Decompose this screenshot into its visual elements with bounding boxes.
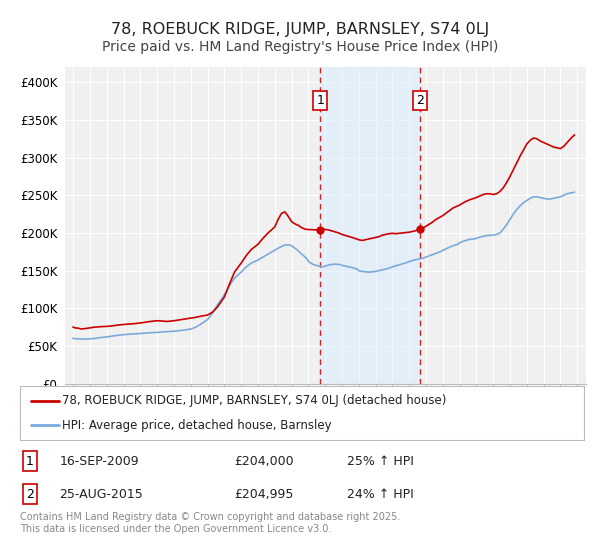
Text: Contains HM Land Registry data © Crown copyright and database right 2025.
This d: Contains HM Land Registry data © Crown c… [20,512,400,534]
Text: 78, ROEBUCK RIDGE, JUMP, BARNSLEY, S74 0LJ (detached house): 78, ROEBUCK RIDGE, JUMP, BARNSLEY, S74 0… [62,394,446,407]
Text: 2: 2 [26,488,34,501]
Text: Price paid vs. HM Land Registry's House Price Index (HPI): Price paid vs. HM Land Registry's House … [102,40,498,54]
Text: 25% ↑ HPI: 25% ↑ HPI [347,455,414,468]
Text: 78, ROEBUCK RIDGE, JUMP, BARNSLEY, S74 0LJ: 78, ROEBUCK RIDGE, JUMP, BARNSLEY, S74 0… [111,22,489,38]
Text: 2: 2 [416,94,424,107]
Text: 1: 1 [316,94,324,107]
Text: £204,995: £204,995 [234,488,293,501]
Text: 1: 1 [26,455,34,468]
Text: 25-AUG-2015: 25-AUG-2015 [59,488,143,501]
Text: £204,000: £204,000 [234,455,294,468]
Bar [320,67,420,384]
Text: 24% ↑ HPI: 24% ↑ HPI [347,488,413,501]
Text: HPI: Average price, detached house, Barnsley: HPI: Average price, detached house, Barn… [62,419,332,432]
Text: 16-SEP-2009: 16-SEP-2009 [59,455,139,468]
